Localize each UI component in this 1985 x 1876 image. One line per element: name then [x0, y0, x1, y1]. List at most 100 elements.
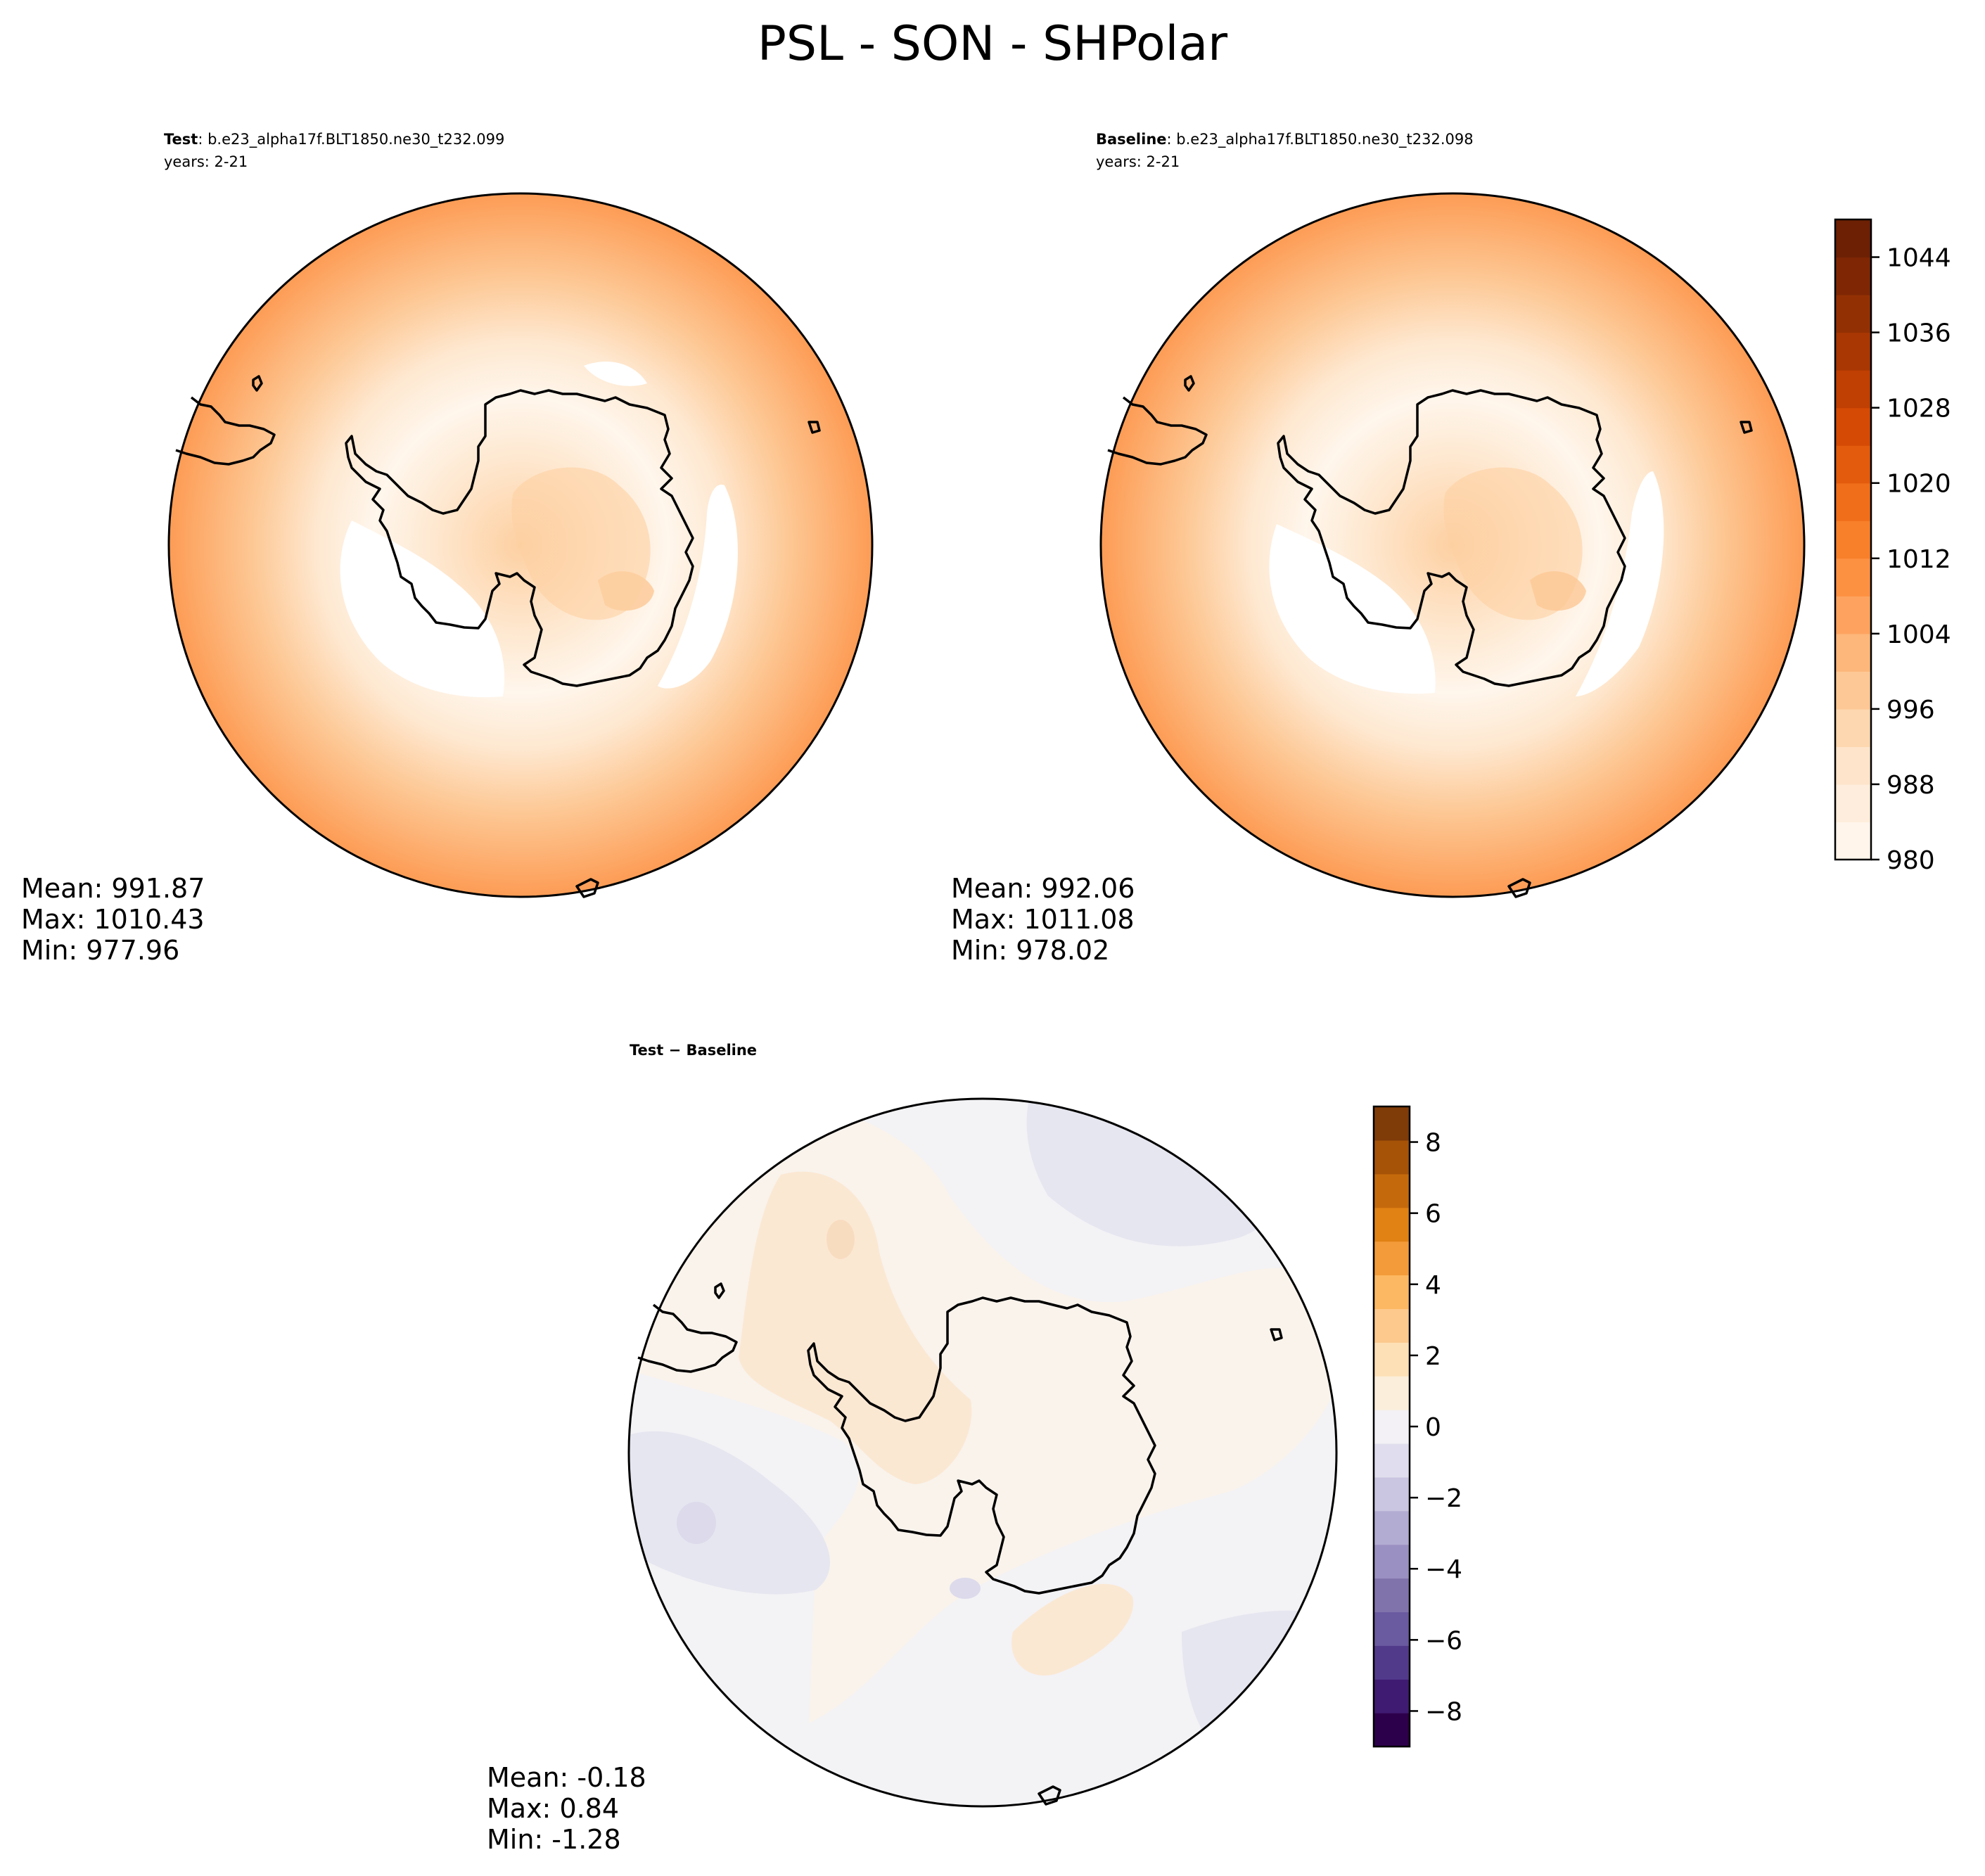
colorbar-difference-swatch	[1374, 1106, 1410, 1141]
colorbar-psl-tick-label: 1036	[1887, 319, 1951, 348]
panel-test-years: years: 2-21	[164, 153, 248, 170]
colorbar-difference: −8 −6 −4 −2 0 2 4 6 8	[1372, 1105, 1462, 1748]
colorbar-psl-tick-label: 1028	[1887, 395, 1951, 423]
colorbar-psl-swatch	[1835, 822, 1871, 860]
panel-test-case: : b.e23_alpha17f.BLT1850.ne30_t232.099	[198, 131, 504, 148]
colorbar-psl-swatch	[1835, 521, 1871, 559]
colorbar-psl-swatch	[1835, 257, 1871, 295]
panel-baseline-island	[1184, 375, 1195, 392]
colorbar-psl-tick-label: 1012	[1887, 545, 1951, 574]
panel-difference-island	[1038, 1785, 1061, 1806]
panel-test-max: Max: 1010.43	[21, 904, 205, 935]
colorbar-difference-swatch	[1374, 1510, 1410, 1545]
colorbar-difference-swatch	[1374, 1342, 1410, 1377]
colorbar-psl-swatch	[1835, 596, 1871, 634]
panel-test-min: Min: 977.96	[21, 935, 179, 966]
colorbar-difference-swatch	[1374, 1308, 1410, 1343]
panel-difference-mean: Mean: -0.18	[487, 1762, 646, 1793]
panel-baseline-island	[1740, 421, 1753, 434]
colorbar-psl-swatch	[1835, 219, 1871, 258]
colorbar-difference-swatch	[1374, 1207, 1410, 1242]
colorbar-psl-tick-label: 980	[1887, 846, 1935, 875]
panel-difference-positive-core	[826, 1220, 855, 1259]
panel-difference-max: Max: 0.84	[487, 1793, 619, 1824]
panel-difference-boundary	[627, 1097, 1338, 1808]
colorbar-psl-swatch	[1835, 483, 1871, 521]
panel-test-island	[252, 375, 263, 392]
panel-difference-coastlines	[637, 1282, 1283, 1806]
colorbar-psl-tick-label: 1044	[1887, 244, 1951, 273]
panel-baseline-boundary	[1099, 192, 1806, 898]
colorbar-psl-swatch	[1835, 445, 1871, 484]
panel-difference: Test − Baseline Mean: -0.18 Max: 0.84 Mi…	[487, 1042, 1338, 1855]
panel-test-boundary	[167, 192, 874, 898]
colorbar-difference-swatch	[1374, 1544, 1410, 1579]
colorbar-psl-swatch	[1835, 671, 1871, 710]
colorbar-difference-swatch	[1374, 1476, 1410, 1512]
panel-test-label: Test	[164, 131, 198, 148]
colorbar-difference-tick-label: −6	[1425, 1626, 1462, 1655]
panel-baseline-south-america-coast	[1107, 396, 1208, 466]
panel-baseline-label: Baseline	[1096, 131, 1167, 148]
panel-test-low-region	[658, 485, 738, 689]
colorbar-psl-swatch	[1835, 746, 1871, 785]
colorbar-psl-frame	[1834, 218, 1872, 861]
colorbar-psl-swatch	[1835, 407, 1871, 446]
colorbar-difference-swatch	[1374, 1275, 1410, 1309]
colorbar-difference-tick-label: 2	[1425, 1342, 1441, 1371]
panel-difference-positive-region	[1011, 1583, 1134, 1676]
colorbar-psl-tick-label: 1004	[1887, 620, 1951, 649]
colorbar-difference-swatch	[1374, 1578, 1410, 1613]
colorbar-psl-tick-label: 1020	[1887, 470, 1951, 499]
panel-test-antarctica-coast	[345, 389, 694, 687]
panel-baseline: Baseline: b.e23_alpha17f.BLT1850.ne30_t2…	[951, 131, 1806, 966]
colorbar-difference-tick-label: 8	[1425, 1129, 1441, 1158]
colorbar-difference-swatch	[1374, 1410, 1410, 1444]
panel-difference-positive-region	[739, 1171, 972, 1484]
colorbar-psl-swatch	[1835, 558, 1871, 596]
colorbar-difference-tick-label: 6	[1425, 1200, 1441, 1229]
figure-title: PSL - SON - SHPolar	[758, 16, 1227, 72]
colorbar-difference-swatch	[1374, 1443, 1410, 1478]
colorbar-psl-swatch	[1835, 784, 1871, 823]
colorbar-difference-tick-label: −4	[1425, 1555, 1462, 1584]
panel-test-subtitle: Test: b.e23_alpha17f.BLT1850.ne30_t232.0…	[164, 131, 504, 148]
colorbar-difference-swatch	[1374, 1679, 1410, 1714]
panel-difference-island	[1270, 1328, 1283, 1341]
colorbar-difference-tick-label: −8	[1425, 1697, 1462, 1726]
panel-test-mean: Mean: 991.87	[21, 873, 205, 904]
panel-difference-negative-region	[1182, 1610, 1329, 1766]
colorbar-difference-tick-label: −2	[1425, 1484, 1462, 1513]
colorbar-psl-tick-label: 988	[1887, 771, 1935, 800]
panel-difference-antarctica-coast	[807, 1296, 1156, 1595]
panel-difference-negative-region	[629, 1431, 830, 1595]
colorbar-psl: 980 988 996 1004 1012 1020 1028 1036 1044	[1834, 218, 1951, 875]
panel-test-low-region	[340, 521, 505, 698]
panel-difference-island	[714, 1282, 725, 1299]
colorbar-psl-tick-label: 996	[1887, 696, 1935, 725]
panel-baseline-mean: Mean: 992.06	[951, 873, 1135, 904]
colorbar-difference-swatch	[1374, 1612, 1410, 1646]
colorbar-difference-swatch	[1374, 1713, 1410, 1747]
colorbar-difference-swatch	[1374, 1645, 1410, 1680]
colorbar-difference-swatch	[1374, 1241, 1410, 1276]
panel-baseline-max: Max: 1011.08	[951, 904, 1135, 935]
colorbar-psl-swatch	[1835, 332, 1871, 371]
panel-difference-label: Test	[630, 1042, 663, 1059]
panel-difference-min: Min: -1.28	[487, 1824, 621, 1855]
panel-test-plateau	[511, 467, 651, 620]
colorbar-difference-swatch	[1374, 1173, 1410, 1208]
colorbar-difference-tick-label: 0	[1425, 1413, 1441, 1442]
panel-baseline-low-region	[1269, 524, 1436, 694]
colorbar-psl-swatch	[1835, 633, 1871, 672]
panel-difference-negative-core	[950, 1578, 981, 1599]
panel-baseline-case: : b.e23_alpha17f.BLT1850.ne30_t232.098	[1167, 131, 1474, 148]
panel-difference-subtitle: Test − Baseline	[630, 1042, 757, 1059]
panel-test-south-america-coast	[175, 396, 276, 466]
panel-baseline-years: years: 2-21	[1096, 153, 1180, 170]
panel-test-island	[808, 421, 821, 434]
panel-difference-south-america-coast	[637, 1303, 738, 1373]
colorbar-difference-swatch	[1374, 1140, 1410, 1175]
panel-test: Test: b.e23_alpha17f.BLT1850.ne30_t232.0…	[21, 131, 874, 966]
